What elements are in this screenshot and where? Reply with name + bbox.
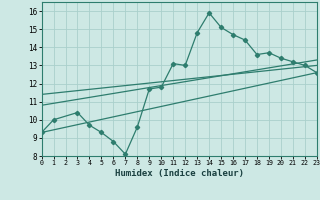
X-axis label: Humidex (Indice chaleur): Humidex (Indice chaleur)	[115, 169, 244, 178]
